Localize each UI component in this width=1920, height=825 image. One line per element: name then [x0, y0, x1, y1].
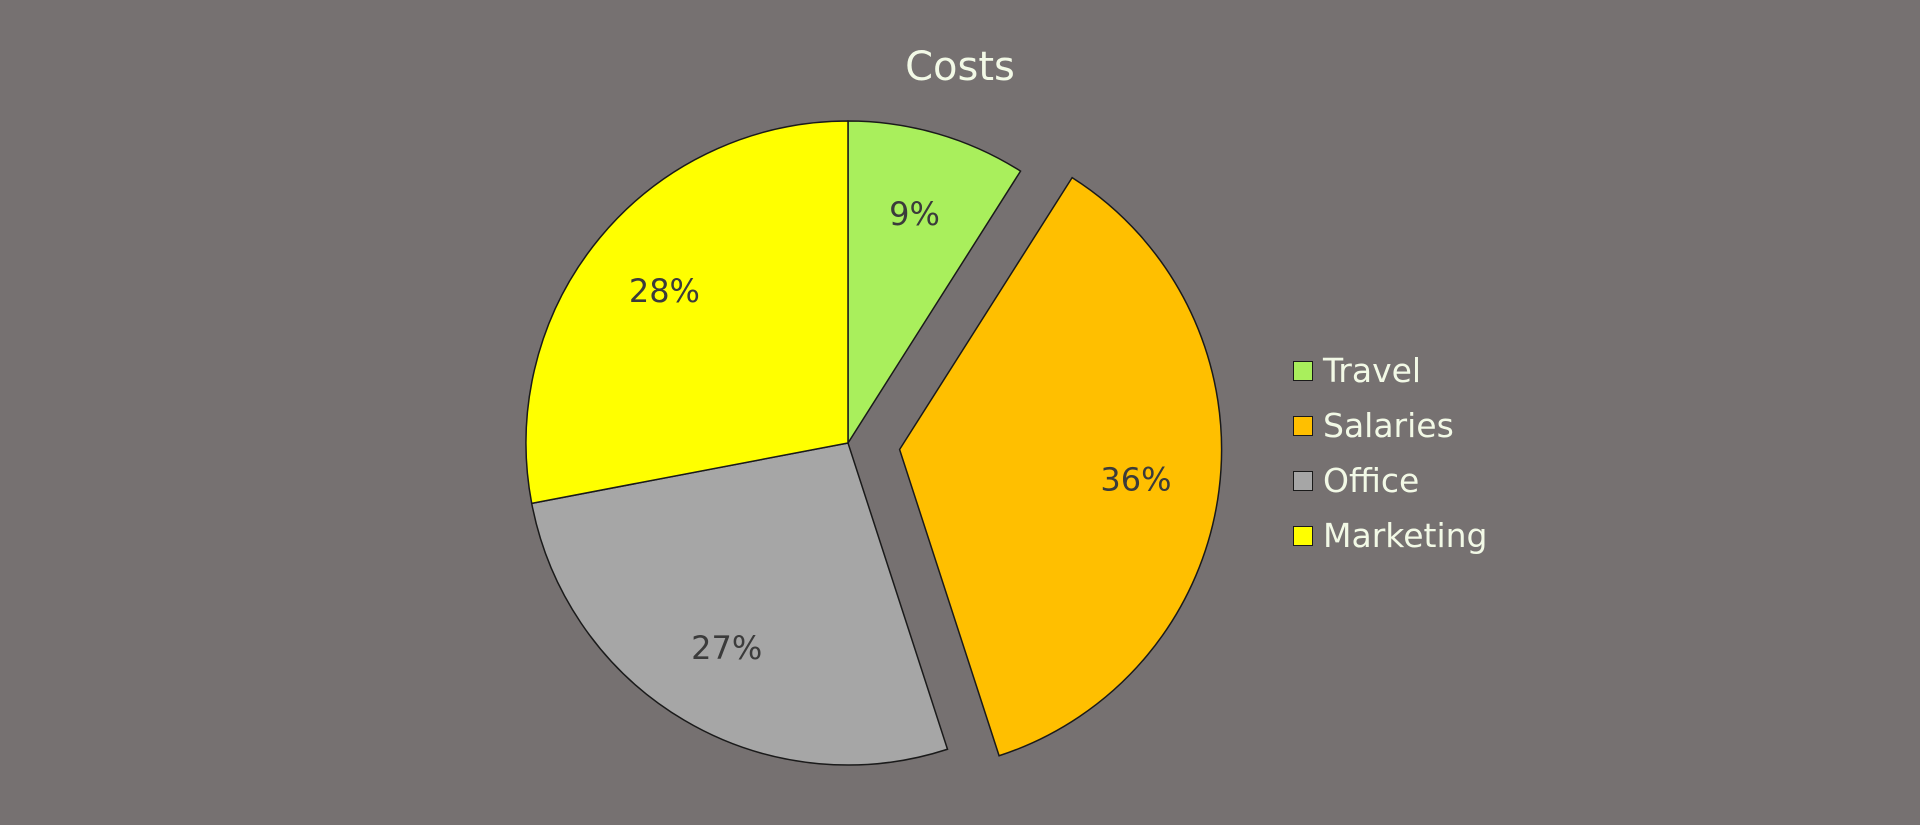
legend-swatch-marketing	[1293, 525, 1313, 546]
pie-slice-salaries	[898, 176, 1223, 757]
legend-item-salaries: Salaries	[1293, 398, 1487, 453]
legend-item-marketing: Marketing	[1293, 508, 1487, 563]
data-label-office: 27%	[691, 629, 762, 667]
legend-item-travel: Travel	[1293, 343, 1487, 398]
legend-label-marketing: Marketing	[1323, 516, 1488, 555]
data-label-travel: 9%	[889, 195, 940, 233]
legend-item-office: Office	[1293, 453, 1487, 508]
legend-label-travel: Travel	[1323, 351, 1422, 390]
pie-slice-travel	[847, 120, 1022, 446]
chart-legend: Travel Salaries Office Marketing	[1293, 343, 1487, 563]
pie-data-labels: 9% 36% 27% 28%	[629, 195, 1172, 667]
legend-swatch-salaries	[1293, 415, 1313, 436]
data-label-marketing: 28%	[629, 272, 700, 310]
legend-swatch-travel	[1293, 360, 1313, 381]
legend-label-office: Office	[1323, 461, 1420, 500]
data-label-salaries: 36%	[1100, 460, 1171, 498]
legend-swatch-office	[1293, 470, 1313, 491]
pie-slice-marketing	[525, 120, 849, 505]
pie-slices	[525, 120, 1223, 766]
legend-label-salaries: Salaries	[1323, 406, 1454, 445]
chart-title: Costs	[905, 44, 1015, 90]
pie-slice-office	[530, 442, 949, 766]
